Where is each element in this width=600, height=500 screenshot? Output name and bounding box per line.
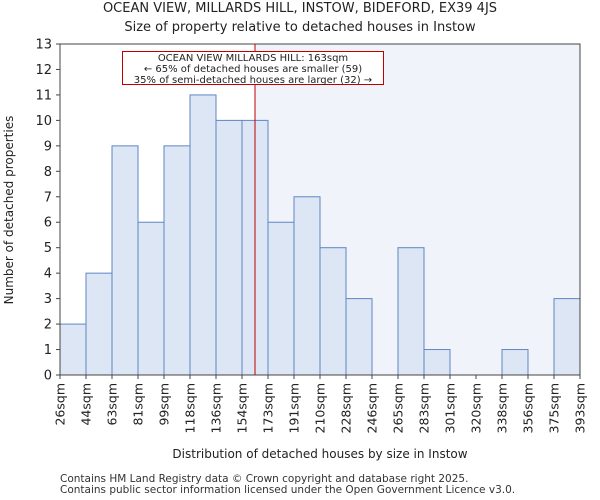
y-tick-label: 8 [44,165,52,180]
x-tick-label: 191sqm [287,383,302,433]
y-tick-label: 12 [35,63,52,78]
bar [553,298,581,376]
bar [345,298,373,376]
footer-licence: Contains public sector information licen… [60,484,516,496]
y-tick-label: 13 [35,38,52,53]
bar [85,272,113,376]
bar [423,349,451,376]
bar [189,94,217,376]
bar [59,323,87,376]
x-tick-label: 44sqm [79,383,94,426]
x-tick-label: 283sqm [417,383,432,433]
bar [267,221,295,376]
x-tick-label: 26sqm [53,383,68,426]
annotation-line-3: 35% of semi-detached houses are larger (… [133,75,373,86]
x-tick-label: 99sqm [157,383,172,426]
x-tick-label: 338sqm [495,383,510,433]
y-axis-label: Number of detached properties [2,116,16,305]
x-tick-label: 301sqm [443,383,458,433]
bar [137,221,165,376]
y-tick-label: 11 [35,88,52,103]
x-tick-label: 393sqm [573,383,588,433]
x-tick-label: 246sqm [365,383,380,433]
bar [111,145,139,376]
bar [163,145,191,376]
x-tick-label: 320sqm [469,383,484,433]
x-tick-label: 375sqm [547,383,562,433]
footer-copyright: Contains HM Land Registry data © Crown c… [60,473,469,485]
x-tick-label: 265sqm [391,383,406,433]
y-tick-label: 6 [44,216,52,231]
chart-title: Size of property relative to detached ho… [124,20,476,35]
x-tick-label: 356sqm [521,383,536,433]
y-tick-label: 5 [44,241,52,256]
x-tick-label: 210sqm [313,383,328,433]
y-tick-label: 1 [44,343,52,358]
annotation-line-2: ← 65% of detached houses are smaller (59… [143,64,363,75]
x-tick-label: 228sqm [339,383,354,433]
annotation-line-1: OCEAN VIEW MILLARDS HILL: 163sqm [157,53,349,64]
bar [319,247,347,376]
y-tick-label: 0 [44,369,52,384]
property-annotation: OCEAN VIEW MILLARDS HILL: 163sqm ← 65% o… [122,51,384,86]
bar [215,119,243,376]
bar [397,247,425,376]
chart-title-address: OCEAN VIEW, MILLARDS HILL, INSTOW, BIDEF… [102,1,498,16]
x-tick-label: 136sqm [209,383,224,433]
y-tick-label: 2 [44,318,52,333]
x-tick-label: 118sqm [183,383,198,433]
y-tick-label: 7 [44,190,52,205]
y-tick-label: 9 [44,139,52,154]
x-tick-label: 81sqm [131,383,146,426]
x-axis-label: Distribution of detached houses by size … [172,447,467,461]
x-tick-label: 63sqm [105,383,120,426]
x-tick-label: 154sqm [235,383,250,433]
y-tick-label: 4 [44,267,52,282]
bar [501,349,529,376]
x-tick-label: 173sqm [261,383,276,433]
y-tick-label: 10 [35,114,52,129]
bar [293,196,321,376]
y-tick-label: 3 [44,292,52,307]
